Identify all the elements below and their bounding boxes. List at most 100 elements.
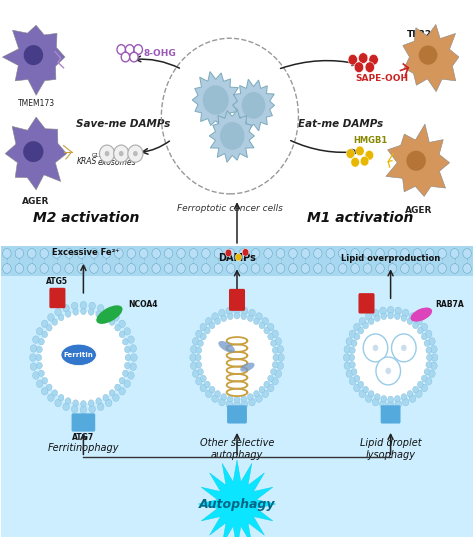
Circle shape — [191, 345, 197, 353]
Circle shape — [254, 391, 259, 397]
Circle shape — [241, 313, 246, 320]
Circle shape — [416, 317, 422, 325]
Circle shape — [264, 249, 273, 258]
Circle shape — [30, 363, 37, 370]
Circle shape — [47, 314, 54, 321]
Circle shape — [221, 394, 227, 400]
Text: SAPE-OOH: SAPE-OOH — [355, 74, 408, 83]
Bar — [0, 246, 474, 276]
Text: G12D: G12D — [91, 153, 106, 159]
Circle shape — [277, 345, 283, 353]
Circle shape — [115, 249, 123, 258]
Circle shape — [349, 330, 356, 337]
FancyBboxPatch shape — [381, 405, 401, 423]
Circle shape — [219, 398, 225, 406]
Circle shape — [177, 264, 185, 273]
Circle shape — [77, 264, 86, 273]
Circle shape — [65, 398, 71, 404]
Text: 8-OHG: 8-OHG — [144, 49, 177, 58]
Circle shape — [241, 395, 246, 402]
Circle shape — [125, 363, 130, 369]
Circle shape — [65, 264, 73, 273]
Circle shape — [196, 362, 201, 368]
Circle shape — [363, 322, 368, 329]
Circle shape — [268, 375, 273, 381]
Circle shape — [264, 381, 270, 388]
Text: TMEM173: TMEM173 — [18, 99, 55, 108]
Text: M2 activation: M2 activation — [33, 211, 139, 225]
Circle shape — [113, 314, 119, 321]
Circle shape — [255, 313, 262, 320]
Circle shape — [426, 347, 432, 353]
Circle shape — [409, 395, 416, 402]
Circle shape — [97, 305, 104, 312]
Circle shape — [364, 249, 372, 258]
Circle shape — [63, 403, 69, 410]
Circle shape — [259, 386, 265, 393]
Circle shape — [356, 146, 364, 156]
FancyBboxPatch shape — [227, 405, 247, 423]
Circle shape — [97, 403, 104, 410]
Circle shape — [63, 305, 69, 312]
Circle shape — [152, 264, 160, 273]
Circle shape — [3, 264, 11, 273]
Circle shape — [55, 308, 62, 316]
Circle shape — [47, 394, 54, 401]
Circle shape — [346, 337, 353, 345]
Circle shape — [139, 249, 148, 258]
Circle shape — [198, 369, 203, 375]
Circle shape — [351, 158, 359, 167]
Circle shape — [358, 328, 364, 334]
Circle shape — [226, 400, 233, 408]
Circle shape — [124, 380, 130, 387]
Circle shape — [130, 52, 138, 62]
Circle shape — [214, 264, 223, 273]
Circle shape — [409, 313, 416, 320]
Circle shape — [204, 328, 210, 334]
Circle shape — [425, 378, 432, 385]
Circle shape — [55, 399, 62, 407]
Text: ATG7: ATG7 — [72, 433, 94, 442]
Circle shape — [271, 369, 276, 375]
Circle shape — [201, 264, 210, 273]
Circle shape — [196, 330, 202, 337]
Circle shape — [255, 395, 262, 402]
Circle shape — [275, 370, 282, 378]
Text: HMGB1: HMGB1 — [353, 136, 387, 145]
Circle shape — [351, 249, 359, 258]
Circle shape — [359, 390, 365, 398]
Circle shape — [131, 354, 137, 362]
Circle shape — [113, 394, 119, 401]
Circle shape — [196, 378, 202, 385]
Circle shape — [349, 378, 356, 385]
Circle shape — [41, 387, 48, 395]
Circle shape — [90, 249, 98, 258]
Circle shape — [203, 85, 229, 115]
Circle shape — [344, 362, 351, 370]
Circle shape — [36, 380, 43, 387]
Circle shape — [164, 264, 173, 273]
Circle shape — [200, 323, 207, 331]
Circle shape — [401, 264, 409, 273]
Circle shape — [234, 313, 240, 319]
Circle shape — [426, 249, 434, 258]
Circle shape — [421, 334, 427, 340]
Circle shape — [365, 62, 374, 73]
Circle shape — [115, 384, 120, 391]
Circle shape — [239, 249, 247, 258]
Circle shape — [134, 45, 143, 54]
Ellipse shape — [39, 312, 128, 404]
Circle shape — [191, 362, 197, 370]
Circle shape — [115, 264, 123, 273]
Circle shape — [372, 398, 379, 406]
Circle shape — [326, 249, 335, 258]
Circle shape — [276, 264, 285, 273]
Circle shape — [267, 323, 274, 331]
Circle shape — [96, 311, 101, 317]
Circle shape — [125, 355, 131, 361]
Circle shape — [364, 264, 372, 273]
Circle shape — [363, 386, 368, 393]
Polygon shape — [5, 117, 67, 190]
Circle shape — [273, 355, 279, 361]
Circle shape — [413, 322, 419, 329]
